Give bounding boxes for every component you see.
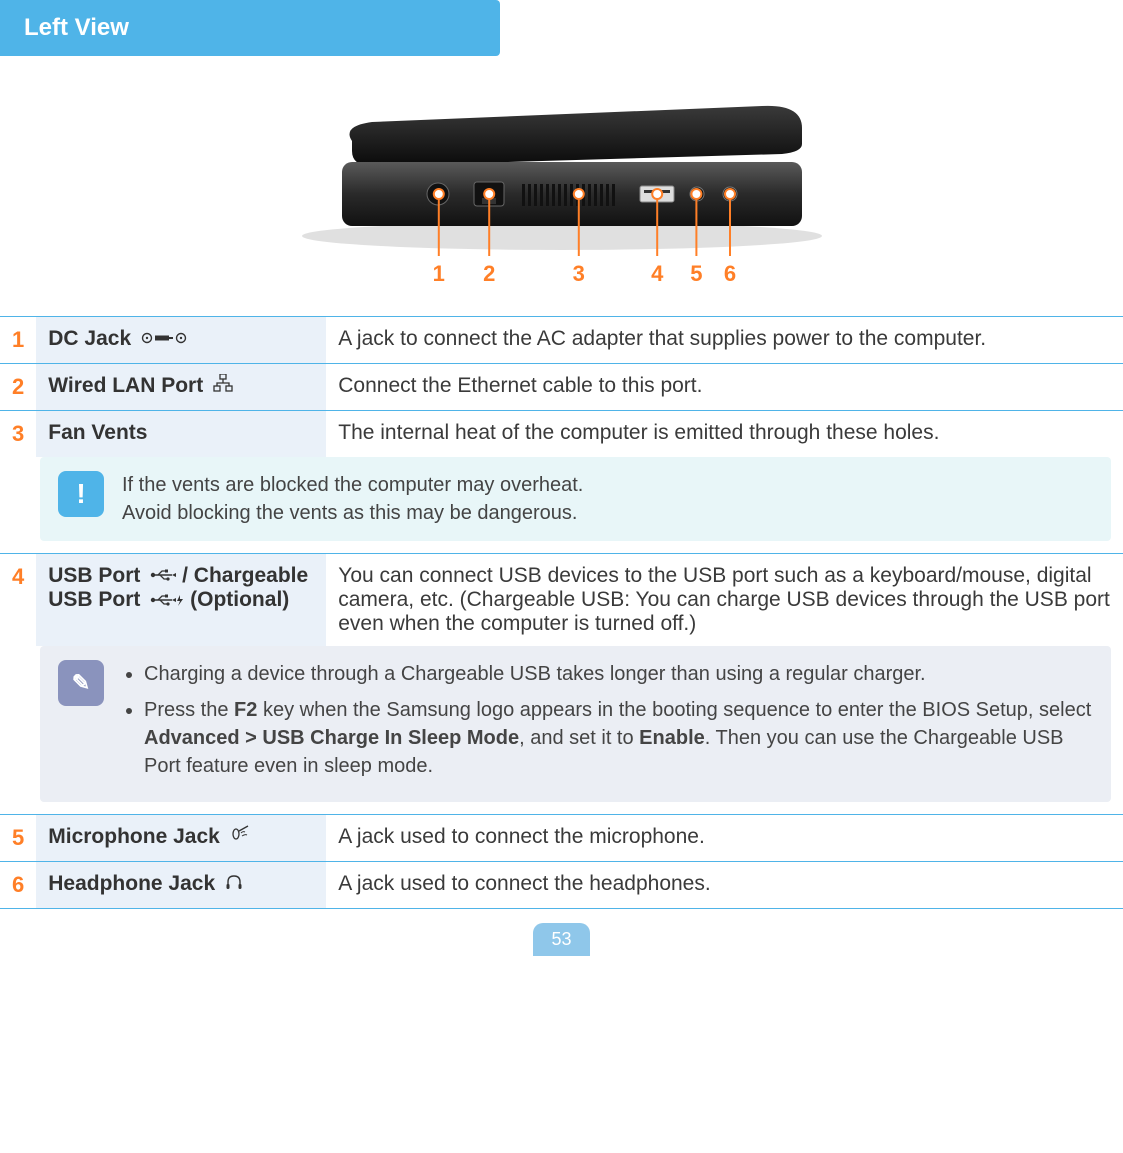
lan-icon [213, 374, 233, 398]
note-icon: ✎ [58, 660, 104, 706]
row-label: Wired LAN Port [36, 364, 326, 411]
section-title: Left View [0, 0, 500, 56]
row-description: You can connect USB devices to the USB p… [326, 554, 1123, 647]
svg-text:6: 6 [723, 261, 735, 286]
callout-text: If the vents are blocked the computer ma… [122, 471, 1093, 527]
ports-table: 1 DC Jack A jack to connect the AC adapt… [0, 316, 1123, 909]
row-label: DC Jack [36, 317, 326, 364]
note-callout: ✎ Charging a device through a Chargeable… [40, 646, 1111, 802]
row-number: 2 [0, 364, 36, 411]
table-row: 2 Wired LAN Port Connect the Ethernet ca… [0, 364, 1123, 411]
row-label: Microphone Jack [36, 815, 326, 862]
usb-charge-icon [150, 589, 184, 613]
svg-text:3: 3 [572, 261, 584, 286]
dc-jack-icon [141, 327, 187, 351]
svg-text:1: 1 [432, 261, 444, 286]
row-description: A jack used to connect the headphones. [326, 862, 1123, 909]
row-description: A jack used to connect the microphone. [326, 815, 1123, 862]
page-number: 53 [533, 923, 589, 956]
info-callout-row: ! If the vents are blocked the computer … [0, 457, 1123, 554]
callout-line: Avoid blocking the vents as this may be … [122, 499, 1093, 527]
callout-text: Charging a device through a Chargeable U… [122, 660, 1093, 788]
note-bullet: Charging a device through a Chargeable U… [144, 660, 1093, 688]
row-description: A jack to connect the AC adapter that su… [326, 317, 1123, 364]
label-text: Headphone Jack [48, 872, 215, 895]
label-text: (Optional) [190, 588, 289, 611]
svg-text:5: 5 [690, 261, 702, 286]
microphone-icon [230, 825, 250, 849]
label-text: USB Port [48, 564, 140, 587]
table-row: 6 Headphone Jack A jack used to connect … [0, 862, 1123, 909]
table-row: 1 DC Jack A jack to connect the AC adapt… [0, 317, 1123, 364]
headphone-icon [225, 872, 243, 896]
row-number: 4 [0, 554, 36, 647]
label-text: DC Jack [48, 327, 131, 350]
table-row: 5 Microphone Jack A jack used to connect… [0, 815, 1123, 862]
row-number: 3 [0, 411, 36, 458]
usb-icon [150, 564, 176, 588]
table-row: 3 Fan Vents The internal heat of the com… [0, 411, 1123, 458]
alert-icon: ! [58, 471, 104, 517]
row-description: Connect the Ethernet cable to this port. [326, 364, 1123, 411]
svg-text:2: 2 [483, 261, 495, 286]
callout-line: If the vents are blocked the computer ma… [122, 471, 1093, 499]
row-number: 1 [0, 317, 36, 364]
page: Left View [0, 0, 1123, 956]
row-description: The internal heat of the computer is emi… [326, 411, 1123, 458]
row-number: 5 [0, 815, 36, 862]
info-callout: ! If the vents are blocked the computer … [40, 457, 1111, 541]
note-bullet: Press the F2 key when the Samsung logo a… [144, 696, 1093, 780]
laptop-diagram: 1 2 3 4 56 [0, 86, 1123, 306]
table-row: 4 USB Port / Chargeable USB Port (Option… [0, 554, 1123, 647]
label-text: Microphone Jack [48, 825, 220, 848]
note-callout-row: ✎ Charging a device through a Chargeable… [0, 646, 1123, 815]
laptop-left-view-illustration: 1 2 3 4 56 [282, 86, 842, 306]
page-number-container: 53 [0, 923, 1123, 956]
row-number: 6 [0, 862, 36, 909]
svg-text:4: 4 [651, 261, 664, 286]
label-text: Wired LAN Port [48, 374, 203, 397]
row-label: Headphone Jack [36, 862, 326, 909]
row-label: USB Port / Chargeable USB Port (Optional… [36, 554, 326, 647]
row-label: Fan Vents [36, 411, 326, 458]
